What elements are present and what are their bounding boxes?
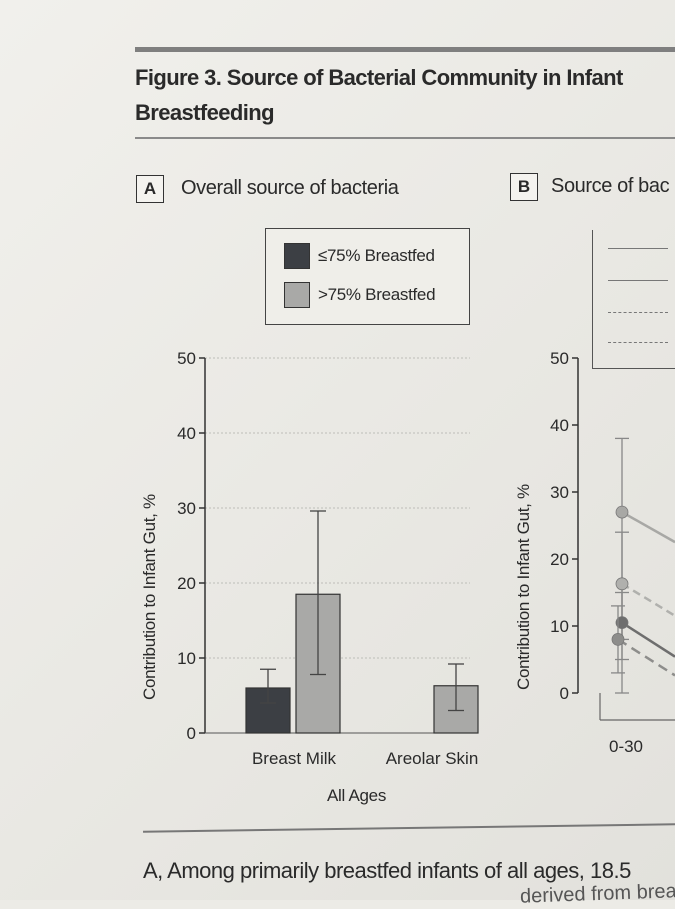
legend-b-line-3 bbox=[608, 312, 668, 313]
panel-b-point bbox=[615, 577, 629, 591]
figure-top-rule bbox=[135, 47, 675, 52]
figure-title: Figure 3. Source of Bacterial Community … bbox=[135, 60, 675, 130]
panel-a-y-tick-label: 50 bbox=[177, 349, 196, 368]
panel-a-x-tick-label: Areolar Skin bbox=[386, 749, 479, 768]
panel-b-point bbox=[615, 505, 629, 519]
panel-b-y-tick-label: 30 bbox=[550, 483, 569, 502]
panel-a-y-tick-label: 0 bbox=[187, 724, 196, 743]
legend-b-line-1 bbox=[608, 248, 668, 249]
panel-a-y-tick-label: 10 bbox=[177, 649, 196, 668]
panel-b-y-tick-label: 20 bbox=[550, 550, 569, 569]
panel-a-title: Overall source of bacteria bbox=[181, 177, 399, 199]
panel-a-x-tick-label: Breast Milk bbox=[252, 749, 337, 768]
legend-label-high: >75% Breastfed bbox=[318, 285, 436, 304]
legend-item-high: >75% Breastfed bbox=[284, 282, 436, 308]
legend-item-low: ≤75% Breastfed bbox=[284, 243, 435, 269]
panel-a-x-axis-label: All Ages bbox=[327, 786, 387, 805]
figure-caption: A, Among primarily breastfed infants of … bbox=[143, 858, 631, 883]
legend-b-line-2 bbox=[608, 280, 668, 281]
panel-b-y-tick-label: 0 bbox=[560, 684, 569, 703]
figure-title-line1: Figure 3. Source of Bacterial Community … bbox=[135, 65, 623, 90]
panel-b-letter: B bbox=[510, 173, 538, 201]
panel-a-letter: A bbox=[136, 175, 164, 203]
panel-b-series-line bbox=[617, 638, 675, 677]
legend-swatch-dark bbox=[284, 243, 310, 269]
panel-a-y-tick-label: 40 bbox=[177, 424, 196, 443]
panel-a-y-tick-label: 30 bbox=[177, 499, 196, 518]
panel-a-y-tick-label: 20 bbox=[177, 574, 196, 593]
panel-b-series-line bbox=[621, 511, 675, 544]
panel-b-title: Source of bac bbox=[551, 175, 670, 197]
legend-panel-a: ≤75% Breastfed >75% Breastfed bbox=[265, 228, 470, 325]
panel-b-y-tick-label: 40 bbox=[550, 416, 569, 435]
figure-caption-line2: derived from brea bbox=[519, 880, 675, 908]
legend-panel-b bbox=[592, 230, 675, 369]
legend-swatch-light bbox=[284, 282, 310, 308]
panel-b-y-tick-label: 50 bbox=[550, 349, 569, 368]
figure-title-line2: Breastfeeding bbox=[135, 100, 275, 125]
panel-b-series-line bbox=[621, 582, 675, 617]
panel-b-point bbox=[615, 616, 629, 630]
figure-title-rule bbox=[135, 137, 675, 139]
panel-b-series-line bbox=[621, 621, 675, 658]
panel-b-y-tick-label: 10 bbox=[550, 617, 569, 636]
panel-b-point bbox=[611, 633, 625, 646]
legend-label-low: ≤75% Breastfed bbox=[318, 246, 435, 265]
legend-b-line-4 bbox=[608, 342, 668, 343]
panel-b-x-tick-label: 0-30 bbox=[609, 737, 643, 756]
